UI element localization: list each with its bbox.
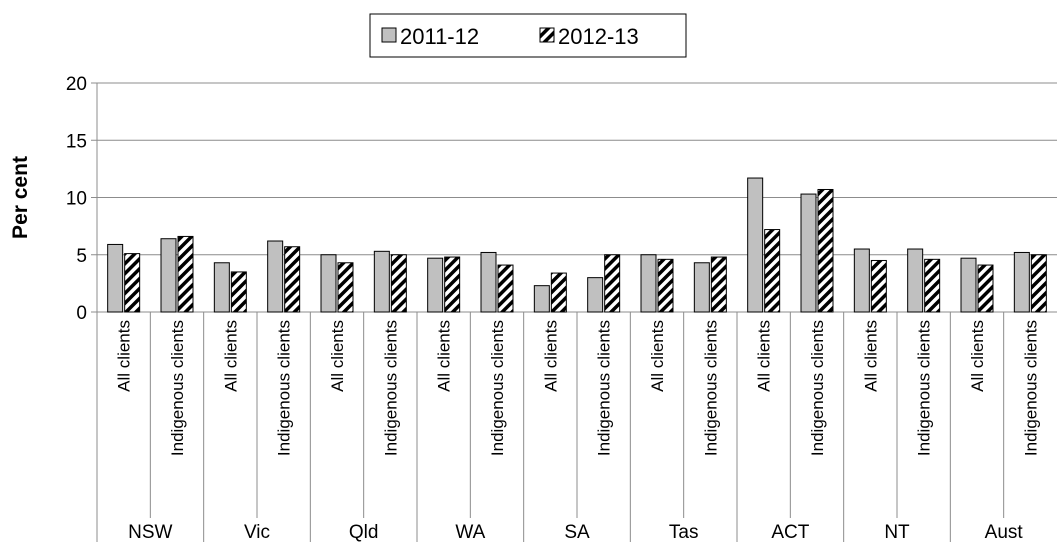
bar-nsw-indigenous-2011-12 bbox=[160, 238, 177, 313]
bar-nt-indigenous-2011-12 bbox=[907, 248, 924, 313]
category-label: All clients bbox=[755, 320, 774, 392]
bar-vic-all-2012-13 bbox=[230, 271, 247, 313]
group-label: SA bbox=[564, 522, 590, 542]
category-label: Indigenous clients bbox=[168, 320, 187, 456]
group-label: Qld bbox=[349, 522, 379, 542]
bar-qld-all-2012-13 bbox=[337, 262, 354, 313]
bar-act-indigenous-2012-13 bbox=[817, 188, 834, 313]
category-label: All clients bbox=[968, 320, 987, 392]
legend-swatch bbox=[539, 27, 555, 43]
group-label: ACT bbox=[771, 522, 809, 542]
bar-aust-indigenous-2011-12 bbox=[1013, 251, 1030, 313]
bar-sa-indigenous-2011-12 bbox=[587, 277, 604, 313]
bar-nt-indigenous-2012-13 bbox=[924, 258, 941, 313]
bar-tas-indigenous-2012-13 bbox=[710, 256, 727, 313]
y-tick-label: 5 bbox=[76, 246, 87, 267]
bar-nt-all-2012-13 bbox=[870, 259, 887, 313]
category-label: All clients bbox=[861, 320, 880, 392]
legend: 2011-12 2012-13 bbox=[369, 13, 687, 58]
bar-wa-indigenous-2012-13 bbox=[497, 264, 514, 313]
bar-vic-all-2011-12 bbox=[213, 262, 230, 313]
bar-act-all-2011-12 bbox=[747, 177, 764, 313]
legend-label: 2012-13 bbox=[558, 24, 639, 49]
category-label: Indigenous clients bbox=[808, 320, 827, 456]
y-tick-label: 10 bbox=[66, 189, 87, 210]
y-tick-label: 0 bbox=[76, 303, 87, 324]
bar-nsw-all-2012-13 bbox=[124, 253, 141, 313]
bar-wa-all-2012-13 bbox=[444, 256, 461, 313]
category-label: All clients bbox=[328, 320, 347, 392]
legend-label: 2011-12 bbox=[400, 24, 479, 49]
group-label: NSW bbox=[128, 522, 172, 542]
bar-tas-all-2012-13 bbox=[657, 258, 674, 313]
category-label: All clients bbox=[648, 320, 667, 392]
bar-qld-all-2011-12 bbox=[320, 254, 337, 313]
category-label: All clients bbox=[541, 320, 560, 392]
bar-nsw-indigenous-2012-13 bbox=[177, 235, 194, 313]
category-label: Indigenous clients bbox=[595, 320, 614, 456]
bar-tas-all-2011-12 bbox=[640, 254, 657, 313]
category-label: Indigenous clients bbox=[275, 320, 294, 456]
bar-wa-all-2011-12 bbox=[427, 257, 444, 313]
bar-aust-all-2012-13 bbox=[977, 264, 994, 313]
category-label: Indigenous clients bbox=[701, 320, 720, 456]
bar-vic-indigenous-2012-13 bbox=[284, 246, 301, 313]
bar-qld-indigenous-2011-12 bbox=[373, 250, 390, 313]
bar-qld-indigenous-2012-13 bbox=[390, 254, 407, 313]
group-label: Aust bbox=[985, 522, 1024, 542]
category-label: Indigenous clients bbox=[381, 320, 400, 456]
group-label: Tas bbox=[669, 522, 699, 542]
bar-vic-indigenous-2011-12 bbox=[267, 240, 284, 313]
bar-sa-indigenous-2012-13 bbox=[604, 254, 621, 313]
category-labels: All clients Indigenous clients NSW All clie… bbox=[115, 320, 1041, 542]
category-label: All clients bbox=[221, 320, 240, 392]
bar-aust-all-2011-12 bbox=[960, 257, 977, 313]
bar-act-all-2012-13 bbox=[764, 229, 781, 313]
group-label: WA bbox=[455, 522, 485, 542]
gridlines bbox=[97, 82, 1057, 256]
legend-box bbox=[369, 13, 687, 58]
bar-act-indigenous-2011-12 bbox=[800, 193, 817, 313]
y-tick-label: 20 bbox=[66, 74, 87, 95]
category-label: Indigenous clients bbox=[1021, 320, 1040, 456]
y-tick-label: 15 bbox=[66, 131, 87, 152]
bars bbox=[107, 177, 1047, 313]
group-label: Vic bbox=[244, 522, 270, 542]
axes: 0 5 10 15 20 Per cent bbox=[9, 74, 1057, 542]
category-label: Indigenous clients bbox=[915, 320, 934, 456]
bar-nsw-all-2011-12 bbox=[107, 243, 124, 313]
y-axis-title: Per cent bbox=[9, 156, 32, 239]
legend-swatch bbox=[381, 27, 397, 43]
bar-sa-all-2012-13 bbox=[550, 272, 567, 313]
bar-aust-indigenous-2012-13 bbox=[1030, 254, 1047, 313]
bar-tas-indigenous-2011-12 bbox=[693, 262, 710, 313]
category-label: All clients bbox=[435, 320, 454, 392]
category-label: Indigenous clients bbox=[488, 320, 507, 456]
bar-wa-indigenous-2011-12 bbox=[480, 251, 497, 313]
group-label: NT bbox=[884, 522, 910, 542]
bar-nt-all-2011-12 bbox=[853, 248, 870, 313]
bar-sa-all-2011-12 bbox=[533, 285, 550, 313]
category-label: All clients bbox=[115, 320, 134, 392]
